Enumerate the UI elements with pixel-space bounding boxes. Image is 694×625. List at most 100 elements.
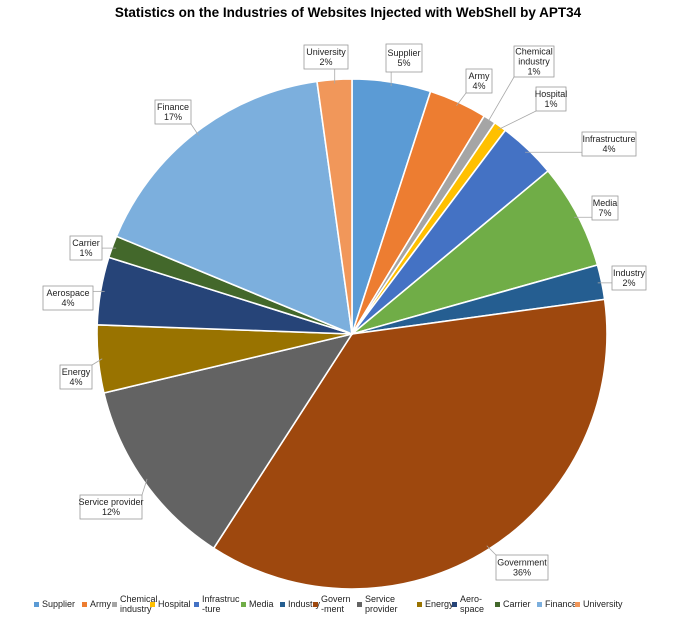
legend-label: Energy [425, 599, 454, 609]
legend-swatch [280, 602, 285, 607]
legend-swatch [150, 602, 155, 607]
pie-slice-government [212, 298, 608, 590]
legend-label: Infrastruc [202, 594, 240, 604]
legend-item-supplier: Supplier [34, 599, 75, 609]
data-label-category: Energy [62, 367, 91, 377]
data-label-box [611, 265, 647, 291]
data-label-category: Infrastructure [582, 134, 635, 144]
legend-swatch [537, 602, 542, 607]
legend-item-media: Media [241, 599, 274, 609]
data-label-box [591, 195, 619, 221]
legend-label: -ture [202, 604, 221, 614]
legend-swatch [417, 602, 422, 607]
data-label-box [59, 364, 93, 390]
legend-item-carrier: Carrier [495, 599, 531, 609]
leader-line [497, 110, 537, 131]
data-label-percent: 36% [513, 568, 531, 578]
leader-line [91, 358, 103, 366]
data-label-box [69, 235, 103, 261]
data-label-box [465, 68, 493, 94]
legend-label: Chemical [120, 594, 158, 604]
data-label-category: Chemical [515, 47, 553, 57]
chart-title: Statistics on the Industries of Websites… [115, 5, 582, 20]
data-label-category: Service provider [78, 497, 143, 507]
data-label-category: Carrier [72, 238, 100, 248]
data-label-box [495, 554, 549, 581]
data-label-box [154, 99, 192, 125]
legend-label: Service [365, 594, 395, 604]
data-label-percent: 7% [598, 208, 611, 218]
legend-swatch [82, 602, 87, 607]
legend-swatch [495, 602, 500, 607]
legend-item-university: University [575, 599, 623, 609]
data-label-category: Army [469, 71, 490, 81]
data-label-percent: 1% [527, 67, 540, 77]
legend-item-government: Govern-ment [313, 594, 351, 614]
leader-line [141, 478, 148, 496]
data-label-percent: 4% [69, 377, 82, 387]
legend-label: industry [120, 604, 152, 614]
legend-label: Army [90, 599, 111, 609]
legend-swatch [34, 602, 39, 607]
legend-item-finance: Finance [537, 599, 577, 609]
legend-item-energy: Energy [417, 599, 454, 609]
data-label-percent: 17% [164, 112, 182, 122]
legend-item-army: Army [82, 599, 111, 609]
legend-label: provider [365, 604, 398, 614]
data-labels: Supplier5%Army4%Chemicalindustry1%Hospit… [42, 43, 647, 581]
data-label-category: Hospital [535, 89, 568, 99]
legend-item-aerospace: Aero-space [452, 594, 484, 614]
data-label-box [385, 43, 423, 73]
data-label-category: Government [497, 558, 547, 568]
data-label-percent: 2% [319, 57, 332, 67]
data-label-box [42, 285, 94, 311]
legend-swatch [575, 602, 580, 607]
legend-label: Carrier [503, 599, 531, 609]
data-label-percent: 12% [102, 507, 120, 517]
data-label-category: Industry [613, 268, 646, 278]
data-label-percent: 2% [622, 278, 635, 288]
data-label-box [581, 131, 637, 157]
legend-swatch [194, 602, 199, 607]
data-label-percent: 4% [472, 81, 485, 91]
leader-line [486, 545, 497, 556]
legend-item-hospital: Hospital [150, 599, 191, 609]
legend-swatch [313, 602, 318, 607]
data-label-category: industry [518, 57, 550, 67]
data-label-percent: 1% [544, 99, 557, 109]
data-label-category: University [306, 47, 346, 57]
data-label-category: Media [593, 198, 618, 208]
data-label-percent: 5% [397, 58, 410, 68]
data-label-percent: 4% [61, 298, 74, 308]
legend-label: -ment [321, 604, 345, 614]
legend-swatch [452, 602, 457, 607]
legend-swatch [241, 602, 246, 607]
legend-item-infrastructure: Infrastruc-ture [194, 594, 240, 614]
data-label-box [303, 44, 349, 70]
legend-item-industry: Industry [280, 599, 321, 609]
legend-label: University [583, 599, 623, 609]
leader-line [190, 123, 199, 136]
leader-line [487, 76, 515, 123]
data-label-box [535, 86, 567, 112]
data-label-category: Supplier [387, 48, 420, 58]
legend-swatch [112, 602, 117, 607]
legend-label: Govern [321, 594, 351, 604]
legend-label: Media [249, 599, 274, 609]
legend-label: Hospital [158, 599, 191, 609]
label-leader-lines [91, 69, 612, 556]
